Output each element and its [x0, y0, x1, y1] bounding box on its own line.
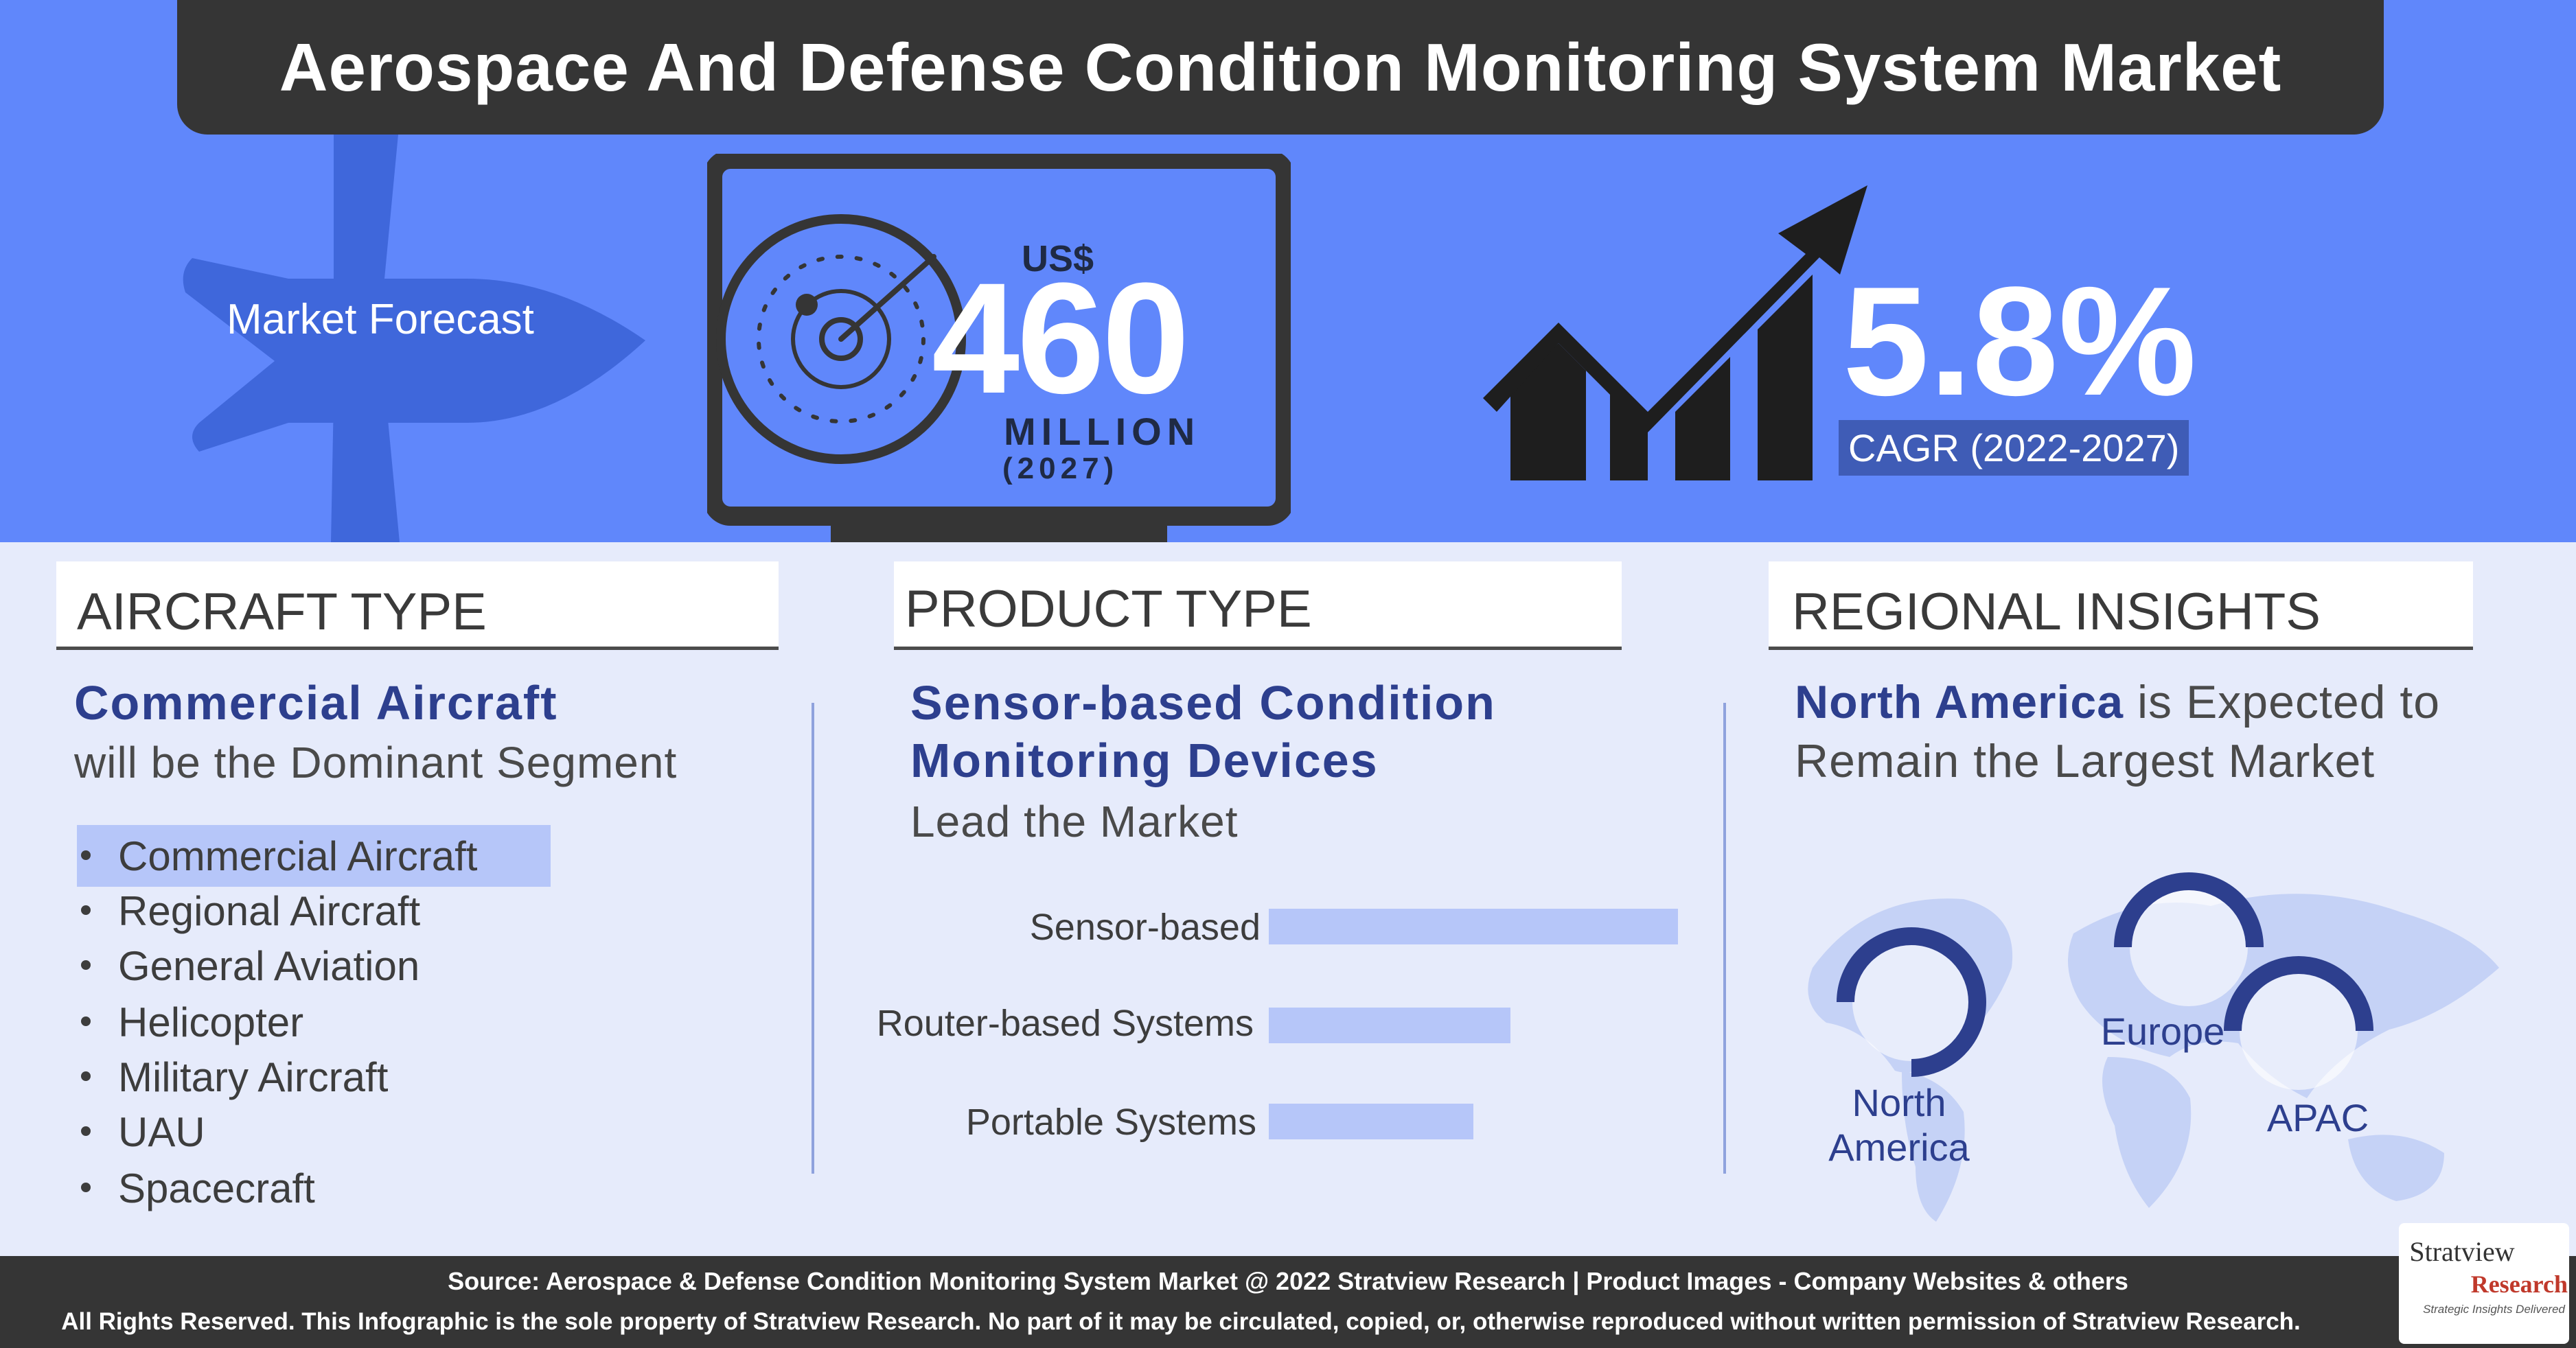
- regional-headline-line2: Remain the Largest Market: [1795, 735, 2376, 787]
- highlight-bar: [77, 825, 551, 887]
- region-donut-arc: [1837, 927, 1986, 1077]
- product-type-header: PRODUCT TYPE: [894, 561, 1622, 650]
- aircraft-type-header: AIRCRAFT TYPE: [56, 561, 779, 650]
- regional-header: REGIONAL INSIGHTS: [1769, 561, 2473, 650]
- bar-label: Portable Systems: [965, 1102, 1256, 1143]
- source-text: Source: Aerospace & Defense Condition Mo…: [448, 1267, 2128, 1295]
- region-label: APAC: [2266, 1096, 2369, 1139]
- list-item: General Aviation: [81, 946, 419, 987]
- product-headline-rest: Lead the Market: [910, 797, 1239, 846]
- regional-headline-strong: North America: [1795, 676, 2124, 728]
- region-donuts: [1837, 872, 2373, 1090]
- column-divider: [812, 703, 814, 1174]
- aircraft-headline-strong: Commercial Aircraft: [74, 676, 558, 730]
- region-label: Europe: [2100, 1010, 2225, 1053]
- list-item: Military Aircraft: [81, 1057, 388, 1098]
- list-item: Commercial Aircraft: [81, 836, 477, 877]
- title-bar: [177, 0, 2384, 135]
- product-bar: [1269, 1008, 1510, 1043]
- product-type-title: PRODUCT TYPE: [905, 580, 1312, 638]
- product-headline-line1: Sensor-based Condition: [910, 676, 1496, 730]
- region-label: North America: [1828, 1081, 1970, 1169]
- aircraft-headline-rest: will be the Dominant Segment: [74, 738, 678, 787]
- logo-name-2: Research: [2470, 1270, 2568, 1298]
- region-donut-center: [2240, 972, 2358, 1090]
- list-item: UAU: [81, 1112, 205, 1153]
- list-item: Spacecraft: [81, 1168, 315, 1209]
- growth-chart-icon: [1483, 185, 1867, 480]
- region-donut-center: [1852, 943, 1970, 1061]
- airplane-icon: [183, 135, 646, 542]
- cagr-label: CAGR (2022-2027): [1839, 420, 2189, 476]
- product-bar: [1269, 1104, 1473, 1139]
- list-item: Helicopter: [81, 1002, 303, 1043]
- regional-headline-rest: is Expected to: [2137, 676, 2441, 728]
- region-donut-arc: [2114, 872, 2264, 948]
- region-donut-center: [2130, 888, 2248, 1006]
- rights-text: All Rights Reserved. This Infographic is…: [61, 1308, 2301, 1335]
- aircraft-type-title: AIRCRAFT TYPE: [77, 583, 487, 641]
- forecast-value: 460: [932, 250, 1190, 426]
- page-title: Aerospace And Defense Condition Monitori…: [279, 30, 2282, 105]
- regional-headline: North America is Expected to: [1795, 675, 2440, 729]
- regional-title: REGIONAL INSIGHTS: [1792, 583, 2321, 641]
- bar-label: Sensor-based: [1029, 907, 1261, 948]
- bar-label: Router-based Systems: [876, 1003, 1254, 1044]
- column-divider: [1723, 703, 1726, 1174]
- logo: [2399, 1223, 2569, 1344]
- forecast-year: (2027): [1002, 452, 1119, 485]
- product-headline-line2: Monitoring Devices: [910, 734, 1379, 787]
- list-item: Regional Aircraft: [81, 891, 420, 932]
- logo-tagline: Strategic Insights Delivered: [2423, 1303, 2565, 1316]
- region-donut-arc: [2224, 956, 2373, 1032]
- logo-name: Stratview: [2409, 1236, 2515, 1267]
- product-bar: [1269, 909, 1678, 944]
- market-forecast-label: Market Forecast: [227, 296, 534, 343]
- cagr-value: 5.8%: [1843, 254, 2197, 428]
- currency-label: US$: [1022, 238, 1094, 279]
- footer: [0, 1256, 2576, 1348]
- radar-monitor-icon: [707, 154, 1291, 542]
- forecast-unit: MILLION: [1004, 410, 1201, 453]
